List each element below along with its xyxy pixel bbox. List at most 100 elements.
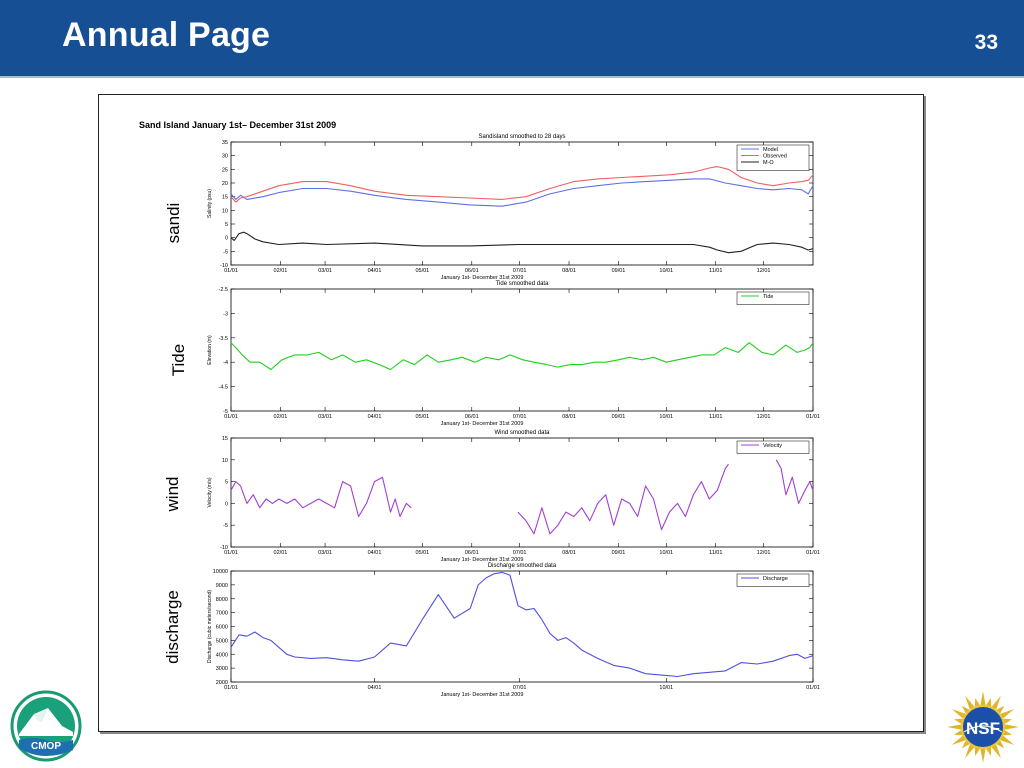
y-tick-label: 20 [222, 181, 228, 187]
legend [736, 440, 810, 454]
nsf-ray [965, 744, 975, 759]
x-tick-label: 05/01 [415, 414, 429, 420]
chart-title: Sandisland smoothed to 28 days [478, 134, 565, 140]
plot-area [230, 437, 814, 548]
cmop-logo-text: CMOP [31, 741, 61, 752]
chart-4: Discharge smoothed data 2000 3000 4000 5000 6… [207, 563, 820, 698]
x-tick-label: 12/01 [757, 414, 771, 420]
x-tick-label: 01/01 [806, 414, 820, 420]
x-tick-label: 08/01 [562, 268, 576, 274]
y-tick-label: 4000 [216, 652, 228, 658]
chart-title: Discharge smoothed data [488, 563, 557, 569]
y-tick-label: -10 [220, 545, 228, 551]
chart-2: Tide smoothed data -5 -4.5 -4 -3.5 -3 -2.5 01/0… [207, 281, 820, 427]
series-line-model [230, 178, 814, 207]
x-tick-label: 11/01 [709, 414, 722, 420]
x-tick-label: 04/01 [368, 414, 382, 420]
legend [736, 291, 810, 305]
nsf-ray [986, 747, 992, 756]
x-tick-label: 01/01 [224, 268, 238, 274]
y-axis-label: Elevation (m) [207, 335, 213, 365]
y-tick-label: 7000 [216, 611, 228, 617]
x-tick-label: 06/01 [465, 550, 479, 556]
y-tick-label: 10 [222, 208, 228, 214]
y-tick-label: -10 [220, 263, 228, 269]
y-tick-label: 2000 [216, 680, 228, 686]
legend-label: Observed [763, 154, 787, 160]
y-tick-label: 0 [225, 236, 228, 242]
y-tick-label: -2.5 [219, 287, 228, 293]
nsf-ray [974, 747, 980, 756]
nsf-ray [947, 724, 962, 730]
y-axis-label: Discharge (cubic meters/second) [207, 590, 213, 663]
x-tick-label: 04/01 [368, 685, 382, 691]
x-tick-label: 07/01 [513, 550, 527, 556]
series-line-velocity [230, 476, 412, 518]
x-tick-label: 06/01 [465, 268, 479, 274]
legend [736, 573, 810, 587]
plot-area [230, 141, 814, 266]
x-tick-label: 09/01 [612, 550, 626, 556]
y-tick-label: 5 [225, 222, 228, 228]
chart-1: Sandisland smoothed to 28 days -10 -5 0 5 10 1… [207, 134, 814, 281]
y-tick-label: 30 [222, 154, 228, 160]
x-tick-label: 01/01 [806, 685, 820, 691]
y-axis-label: Velocity (m/s) [207, 477, 213, 507]
chart-title: Wind smoothed data [494, 430, 550, 436]
series-line-velocity [775, 459, 814, 504]
x-tick-label: 12/01 [757, 550, 771, 556]
side-label-tide: Tide [169, 343, 188, 377]
x-tick-label: 12/01 [757, 268, 771, 274]
x-tick-label: 09/01 [612, 268, 626, 274]
x-tick-label: 05/01 [415, 268, 429, 274]
x-tick-label: 01/01 [224, 685, 238, 691]
x-tick-label: 02/01 [274, 268, 288, 274]
x-tick-label: 02/01 [274, 414, 288, 420]
y-tick-label: 15 [222, 195, 228, 201]
slide-header: Annual Page 33 [0, 0, 1024, 78]
x-tick-label: 07/01 [513, 268, 527, 274]
y-tick-label: 9000 [216, 583, 228, 589]
x-tick-label: 10/01 [659, 414, 673, 420]
y-tick-label: 15 [222, 436, 228, 442]
series-line-observed [230, 166, 814, 203]
nsf-ray [991, 695, 1001, 710]
nsf-ray [974, 698, 980, 707]
nsf-logo: NSF [947, 691, 1019, 763]
series-line-tide [230, 342, 814, 371]
nsf-ray [1000, 709, 1015, 719]
side-label-discharge: discharge [163, 590, 182, 664]
plot-area [230, 288, 814, 412]
x-tick-label: 01/01 [224, 414, 238, 420]
x-axis-label: January 1st- December 31st 2009 [441, 421, 524, 427]
x-tick-label: 10/01 [659, 685, 673, 691]
side-label-wind: wind [163, 476, 182, 512]
x-tick-label: 10/01 [659, 268, 673, 274]
nsf-ray [980, 748, 986, 763]
x-tick-label: 03/01 [318, 414, 332, 420]
y-tick-label: 6000 [216, 625, 228, 631]
x-tick-label: 01/01 [224, 550, 238, 556]
cmop-logo: CMOP [10, 690, 82, 762]
y-tick-label: -5 [223, 523, 228, 529]
legend-label: M-O [763, 160, 774, 166]
slide-number: 33 [974, 31, 998, 54]
x-axis-label: January 1st- December 31st 2009 [441, 557, 524, 563]
x-axis-label: January 1st- December 31st 2009 [441, 692, 524, 698]
y-tick-label: -3 [223, 311, 228, 317]
y-tick-label: 10 [222, 458, 228, 464]
x-tick-label: 03/01 [318, 550, 332, 556]
x-tick-label: 11/01 [709, 550, 722, 556]
x-tick-label: 08/01 [562, 414, 576, 420]
y-tick-label: 5 [225, 480, 228, 486]
slide-title: Annual Page [62, 16, 271, 54]
nsf-ray [991, 744, 1001, 759]
x-tick-label: 04/01 [368, 268, 382, 274]
chart-3: Wind smoothed data -10 -5 0 5 10 15 01/01 02/01 0… [207, 430, 820, 563]
x-tick-label: 04/01 [368, 550, 382, 556]
nsf-ray [1003, 730, 1012, 736]
x-tick-label: 07/01 [513, 414, 527, 420]
x-tick-label: 10/01 [659, 550, 673, 556]
y-tick-label: -4 [223, 360, 228, 366]
legend-label: Tide [763, 294, 774, 300]
